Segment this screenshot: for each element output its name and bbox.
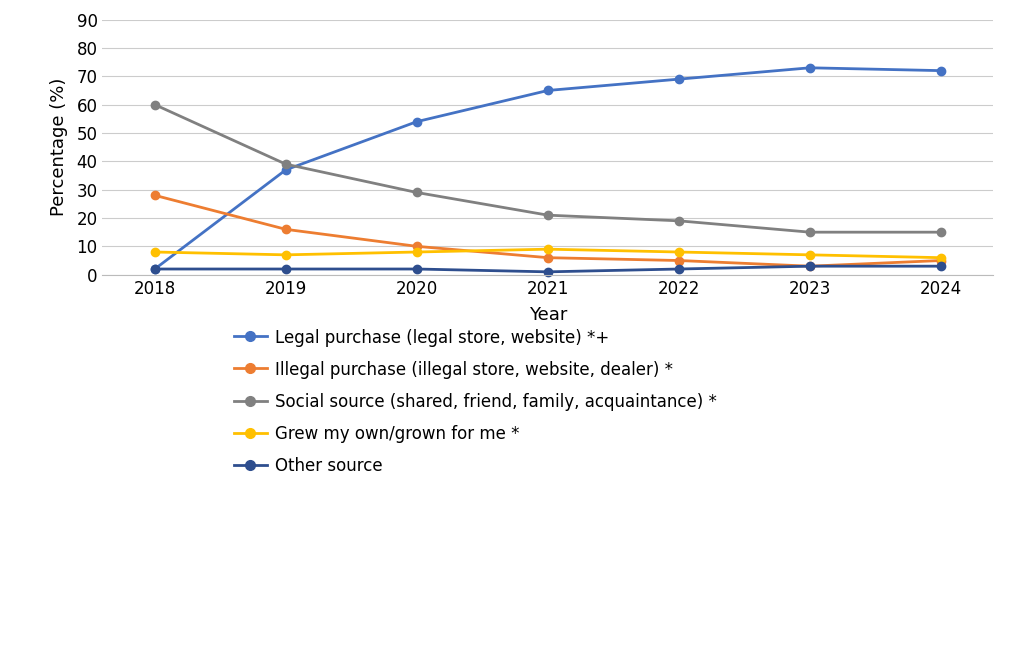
X-axis label: Year: Year [528,306,567,324]
Y-axis label: Percentage (%): Percentage (%) [50,78,68,216]
Legend: Legal purchase (legal store, website) *+, Illegal purchase (illegal store, websi: Legal purchase (legal store, website) *+… [233,329,717,475]
